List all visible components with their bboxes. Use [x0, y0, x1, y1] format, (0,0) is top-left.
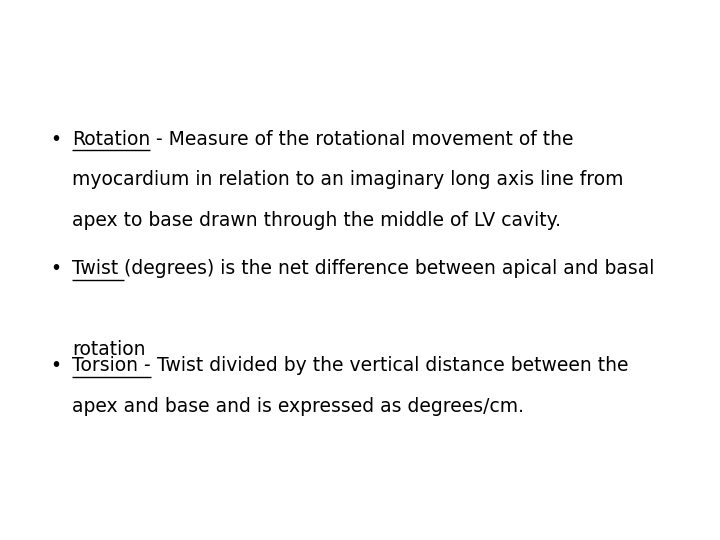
Text: myocardium in relation to an imaginary long axis line from: myocardium in relation to an imaginary l… — [72, 170, 624, 189]
Text: rotation: rotation — [72, 340, 145, 359]
Text: apex to base drawn through the middle of LV cavity.: apex to base drawn through the middle of… — [72, 211, 561, 229]
Text: (degrees) is the net difference between apical and basal: (degrees) is the net difference between … — [125, 259, 654, 278]
Text: Twist divided by the vertical distance between the: Twist divided by the vertical distance b… — [150, 356, 628, 375]
Text: Rotation: Rotation — [72, 130, 150, 148]
Text: Twist: Twist — [72, 259, 125, 278]
Text: apex and base and is expressed as degrees/cm.: apex and base and is expressed as degree… — [72, 397, 524, 416]
Text: •: • — [50, 259, 61, 278]
Text: •: • — [50, 356, 61, 375]
Text: Torsion -: Torsion - — [72, 356, 150, 375]
Text: - Measure of the rotational movement of the: - Measure of the rotational movement of … — [150, 130, 574, 148]
Text: •: • — [50, 130, 61, 148]
